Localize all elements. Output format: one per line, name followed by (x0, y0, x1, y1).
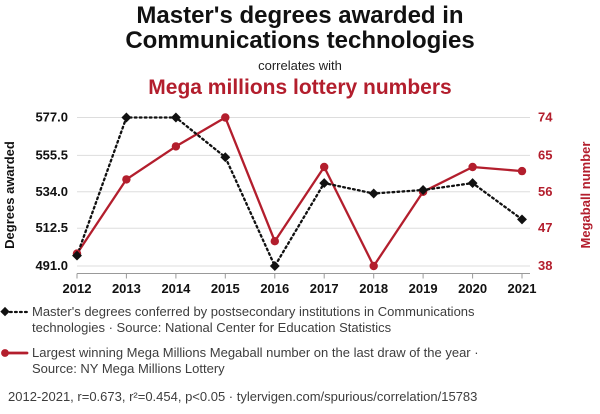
svg-text:2021: 2021 (508, 281, 537, 296)
svg-text:Megaball number: Megaball number (578, 142, 593, 249)
svg-text:2015: 2015 (211, 281, 240, 296)
svg-text:491.0: 491.0 (35, 258, 68, 273)
svg-text:2018: 2018 (359, 281, 388, 296)
svg-text:Degrees awarded: Degrees awarded (2, 141, 17, 249)
svg-text:2016: 2016 (260, 281, 289, 296)
svg-text:555.5: 555.5 (35, 147, 68, 162)
svg-text:2013: 2013 (112, 281, 141, 296)
svg-text:512.5: 512.5 (35, 220, 68, 235)
svg-text:2017: 2017 (310, 281, 339, 296)
svg-text:56: 56 (538, 184, 552, 199)
svg-text:47: 47 (538, 220, 552, 235)
svg-text:2014: 2014 (161, 281, 191, 296)
svg-text:534.0: 534.0 (35, 184, 68, 199)
svg-text:2012: 2012 (63, 281, 92, 296)
svg-text:65: 65 (538, 147, 552, 162)
svg-text:74: 74 (538, 110, 553, 125)
svg-text:38: 38 (538, 258, 552, 273)
svg-text:2019: 2019 (409, 281, 438, 296)
svg-text:2020: 2020 (458, 281, 487, 296)
svg-text:577.0: 577.0 (35, 110, 68, 125)
